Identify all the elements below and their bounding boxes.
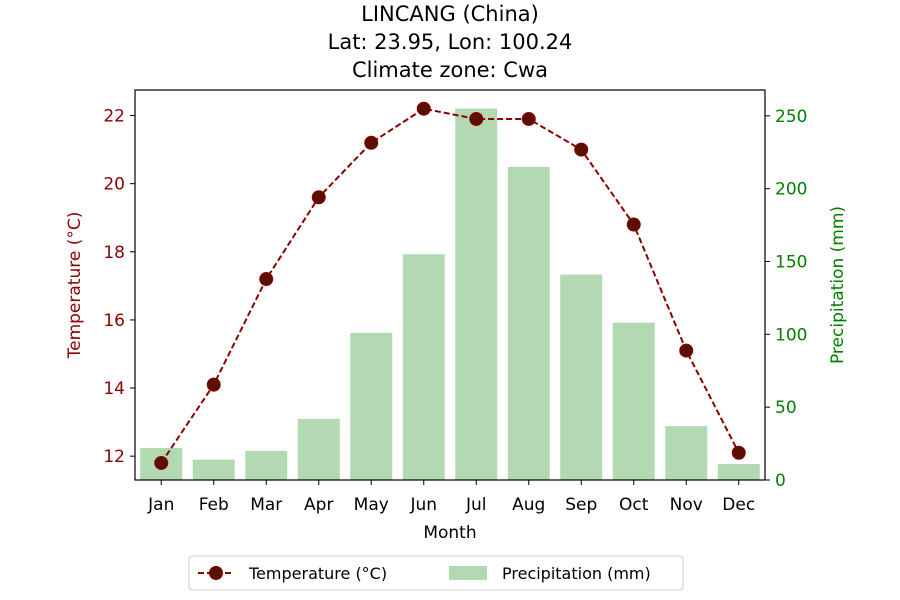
y-right-tick-label-50: 50 xyxy=(775,398,797,418)
temp-point-jun xyxy=(416,101,431,116)
precip-bar-may xyxy=(350,332,393,480)
legend: Temperature (°C) Precipitation (mm) xyxy=(188,555,684,591)
x-tick-label-oct: Oct xyxy=(619,495,649,515)
y-right-axis-ticks: 0 50 100 150 200 250 xyxy=(765,107,807,491)
temp-point-feb xyxy=(206,377,221,392)
precip-bar-apr xyxy=(297,418,340,480)
y-left-tick-label-22: 22 xyxy=(103,107,125,127)
x-tick-label-apr: Apr xyxy=(304,495,333,515)
y-left-tick-label-14: 14 xyxy=(103,379,125,399)
precip-bar-jun xyxy=(402,254,445,480)
x-tick-label-jul: Jul xyxy=(465,495,487,515)
x-tick-label-feb: Feb xyxy=(199,495,229,515)
temperature-line xyxy=(160,107,740,464)
legend-temperature-swatch-marker xyxy=(209,566,223,580)
precip-bar-aug xyxy=(507,166,550,480)
y-left-axis-ticks: 12 14 16 18 20 22 xyxy=(103,107,135,467)
y-left-tick-label-20: 20 xyxy=(103,175,125,195)
y-left-tick-label-12: 12 xyxy=(103,447,125,467)
temp-point-jan xyxy=(154,455,169,470)
temp-point-may xyxy=(364,135,379,150)
x-tick-label-jan: Jan xyxy=(147,495,174,515)
precip-bar-sep xyxy=(560,274,603,480)
x-tick-label-nov: Nov xyxy=(670,495,703,515)
temp-point-sep xyxy=(574,142,589,157)
plot-frame xyxy=(134,89,766,481)
x-tick-label-sep: Sep xyxy=(565,495,597,515)
temp-point-nov xyxy=(679,343,694,358)
y-left-tick-label-18: 18 xyxy=(103,243,125,263)
y-right-tick-label-250: 250 xyxy=(775,107,807,127)
x-tick-label-dec: Dec xyxy=(722,495,755,515)
x-tick-label-aug: Aug xyxy=(512,495,545,515)
legend-temperature-label: Temperature (°C) xyxy=(248,564,387,583)
temp-point-dec xyxy=(731,445,746,460)
precipitation-bars xyxy=(140,108,760,480)
temp-point-aug xyxy=(521,111,536,126)
temp-point-mar xyxy=(259,272,274,287)
precip-bar-mar xyxy=(245,450,288,480)
precip-bar-feb xyxy=(192,459,235,480)
precip-bar-dec xyxy=(717,463,760,480)
temperature-series xyxy=(154,101,746,470)
x-tick-label-mar: Mar xyxy=(250,495,282,515)
x-tick-label-may: May xyxy=(354,495,389,515)
x-axis-label: Month xyxy=(423,523,476,543)
y-right-tick-label-150: 150 xyxy=(775,253,807,273)
temp-point-oct xyxy=(626,217,641,232)
temp-point-apr xyxy=(311,190,326,205)
y-right-tick-label-0: 0 xyxy=(775,471,786,491)
chart-title-line-3: Climate zone: Cwa xyxy=(352,58,548,82)
legend-precipitation-swatch xyxy=(449,566,487,580)
y-right-tick-label-200: 200 xyxy=(775,180,807,200)
chart-title-line-1: LINCANG (China) xyxy=(361,2,539,26)
x-axis-ticks: Jan Feb Mar Apr May Jun Jul Aug Sep Oct Nov Dec xyxy=(147,480,755,515)
y-left-axis-label: Temperature (°C) xyxy=(65,212,85,360)
legend-precipitation-label: Precipitation (mm) xyxy=(502,564,651,583)
y-right-tick-label-100: 100 xyxy=(775,325,807,345)
y-right-axis-label: Precipitation (mm) xyxy=(828,206,848,364)
precip-bar-oct xyxy=(612,322,655,480)
precip-bar-nov xyxy=(665,426,708,480)
legend-box xyxy=(188,555,684,591)
temp-point-jul xyxy=(469,111,484,126)
precip-bar-jul xyxy=(455,108,498,480)
chart-title-line-2: Lat: 23.95, Lon: 100.24 xyxy=(328,30,573,54)
x-tick-label-jun: Jun xyxy=(409,495,437,515)
y-left-tick-label-16: 16 xyxy=(103,311,125,331)
